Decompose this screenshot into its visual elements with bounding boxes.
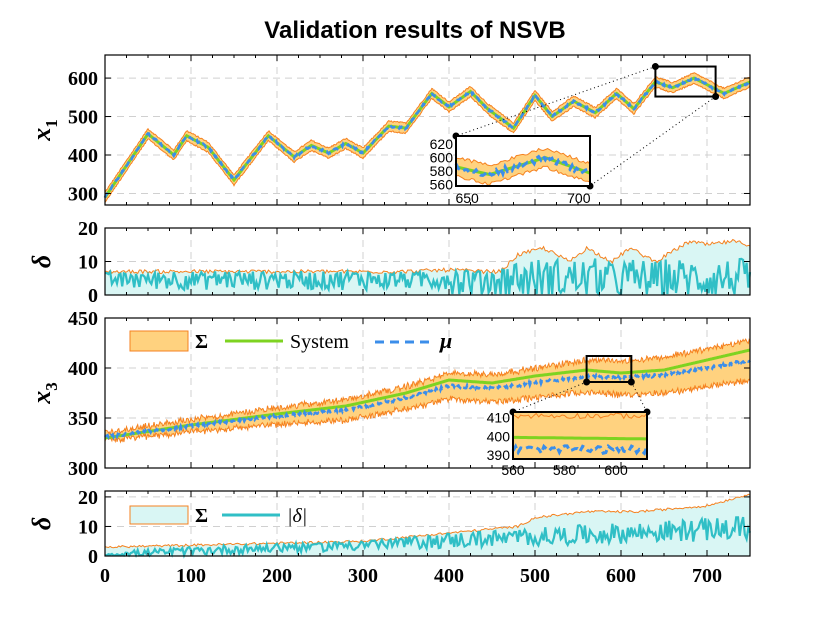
legend-sigma-label: Σ — [195, 505, 208, 527]
y-tick-label: 20 — [78, 218, 98, 240]
panel-delta3: 0 10 20 δ Σ |δ| 0 100 200 300 400 500 600 700 — [27, 487, 752, 587]
zoom-marker — [651, 63, 659, 71]
inset-y-tick-label: 600 — [430, 150, 454, 166]
inset-x-tick-label: 600 — [604, 462, 628, 478]
x-tick-label: 200 — [262, 565, 292, 587]
system-line — [104, 348, 751, 440]
inset-mu-line — [454, 152, 592, 179]
inset-x-tick-label: 580 — [553, 462, 577, 478]
figure-title: Validation results of NSVB — [264, 17, 565, 44]
legend-sigma-swatch — [129, 330, 189, 352]
legend-delta3: Σ |δ| — [129, 505, 307, 527]
x-tick-label: 500 — [520, 565, 550, 587]
delta-line — [104, 256, 752, 297]
y-axis-label-main: δ — [27, 517, 56, 530]
inset-x-tick-label: 700 — [567, 190, 591, 206]
inset-y-tick-label: 580 — [430, 163, 454, 179]
mu-line — [104, 357, 751, 441]
inset-sigma-edge — [512, 412, 648, 420]
y-tick-label: 300 — [68, 183, 98, 205]
legend-x3: Σ System μ — [129, 328, 452, 353]
y-axis-label: x1 — [27, 119, 61, 142]
x-tick-label: 100 — [176, 565, 206, 587]
y-axis-label-main: x — [27, 391, 56, 405]
zoom-box — [654, 65, 717, 98]
sigma-lower-edge — [104, 82, 751, 203]
x-tick-label: 600 — [606, 565, 636, 587]
x-tick-label: 400 — [434, 565, 464, 587]
sigma-upper-edge — [104, 338, 751, 437]
sigma-upper-edge — [104, 72, 751, 193]
inset-x3: 390 400 410 560 580 600 — [487, 410, 649, 478]
y-axis-label: δ — [27, 517, 56, 530]
inset-box — [455, 135, 591, 187]
inset-sigma-edge — [455, 165, 591, 186]
inset-y-tick-label: 400 — [487, 428, 511, 444]
y-tick-label: 600 — [68, 68, 98, 90]
y-tick-label: 0 — [88, 546, 98, 568]
inset-x-tick-label: 560 — [501, 462, 525, 478]
zoom-box — [585, 355, 633, 383]
y-axis-label: x3 — [27, 382, 61, 405]
y-tick-label: 400 — [68, 358, 98, 380]
sigma-band — [105, 339, 750, 442]
zoom-marker — [583, 378, 591, 386]
x-tick-label: 300 — [348, 565, 378, 587]
x-tick-label: 700 — [692, 565, 722, 587]
legend-mu-label: μ — [439, 328, 452, 353]
y-tick-label: 10 — [78, 516, 98, 538]
y-tick-label: 300 — [68, 458, 98, 480]
inset-y-tick-label: 410 — [487, 410, 511, 426]
zoom-connector — [630, 381, 648, 413]
sigma-line — [104, 238, 751, 275]
inset-y-tick-label: 390 — [487, 447, 511, 463]
x-tick-label: 0 — [100, 565, 110, 587]
y-tick-label: 20 — [78, 487, 98, 509]
legend-sigma-swatch — [129, 505, 189, 525]
zoom-marker — [712, 93, 720, 101]
axes-box — [104, 54, 751, 206]
y-axis-label-sub: 3 — [42, 382, 61, 391]
y-tick-label: 500 — [68, 107, 98, 129]
mu-line — [103, 76, 752, 199]
y-axis-label: δ — [27, 255, 56, 268]
panel-delta1: 0 10 20 δ — [27, 218, 752, 307]
legend-system-label: System — [290, 331, 349, 353]
y-axis-label-sub: 1 — [42, 119, 61, 128]
inset-sigma-band — [513, 412, 647, 459]
legend-sigma-label: Σ — [195, 331, 208, 353]
y-axis-label-main: δ — [27, 255, 56, 268]
y-tick-label: 350 — [68, 408, 98, 430]
inset-system-line — [513, 435, 647, 441]
panel-x3: 300 350 400 450 x3 Σ System μ 390 400 410 560 580 600 — [27, 308, 751, 480]
zoom-connector — [589, 96, 716, 187]
y-tick-label: 10 — [78, 252, 98, 274]
inset-y-tick-label: 560 — [430, 177, 454, 193]
legend-delta-label: |δ| — [287, 505, 307, 527]
y-tick-label: 400 — [68, 145, 98, 167]
zoom-marker — [627, 378, 635, 386]
inset-sigma-edge — [455, 147, 591, 167]
y-tick-label: 0 — [88, 285, 98, 307]
inset-y-tick-label: 620 — [430, 136, 454, 152]
sigma-lower-edge — [104, 378, 751, 444]
y-tick-label: 450 — [68, 308, 98, 330]
sigma-band — [105, 72, 750, 203]
inset-x-tick-label: 650 — [455, 190, 479, 206]
inset-box — [512, 411, 648, 460]
inset-mu-line — [511, 442, 649, 457]
y-axis-label-main: x — [27, 128, 56, 142]
